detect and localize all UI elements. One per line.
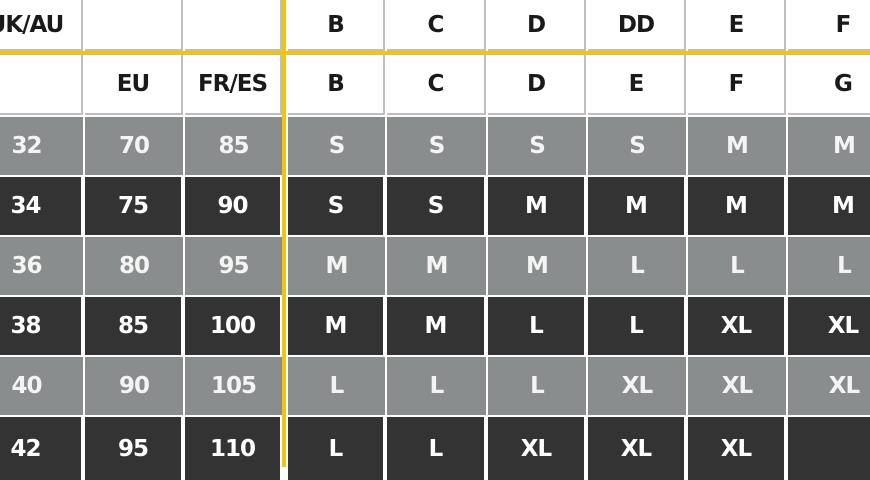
size-cell: L	[288, 417, 383, 480]
size-cell: 42	[0, 417, 81, 480]
header-cell	[185, 0, 282, 51]
header-cell: F	[688, 55, 786, 115]
size-cell: 34	[0, 177, 81, 235]
size-cell: 32	[0, 117, 83, 175]
size-cell: L	[488, 357, 586, 415]
header-cell: D	[488, 55, 586, 115]
size-cell: 90	[185, 177, 280, 235]
header-cell: C	[387, 0, 486, 51]
header-cell: E	[588, 55, 686, 115]
header-cell: B	[288, 55, 385, 115]
size-cell: XL	[688, 417, 784, 480]
size-cell: XL	[488, 417, 584, 480]
header-cell	[85, 0, 183, 51]
size-cell: S	[387, 177, 484, 235]
size-cell: M	[488, 237, 586, 295]
size-cell: M	[688, 117, 786, 175]
size-cell: L	[588, 237, 686, 295]
size-cell: M	[788, 117, 870, 175]
size-cell: L	[387, 417, 484, 480]
size-cell: 85	[185, 117, 282, 175]
header-cell: F	[788, 0, 870, 51]
size-cell: M	[387, 237, 486, 295]
header-cell: DD	[588, 0, 686, 51]
size-cell: 85	[85, 297, 181, 355]
size-cell: 36	[0, 237, 83, 295]
yellow-divider	[282, 0, 286, 467]
size-cell: 38	[0, 297, 81, 355]
header-cell: FR/ES	[185, 55, 282, 115]
header-cell: C	[387, 55, 486, 115]
header-cell	[0, 55, 83, 115]
size-cell: L	[788, 237, 870, 295]
header-cell: D	[488, 0, 586, 51]
size-cell: XL	[588, 357, 686, 415]
size-cell: M	[387, 297, 484, 355]
size-cell: 75	[85, 177, 181, 235]
size-cell: XL	[788, 357, 870, 415]
size-cell	[788, 417, 870, 480]
size-cell: S	[488, 117, 586, 175]
size-cell: 80	[85, 237, 183, 295]
size-cell: 70	[85, 117, 183, 175]
size-cell: XL	[788, 297, 870, 355]
size-cell: XL	[688, 357, 786, 415]
size-cell: L	[288, 357, 385, 415]
header-cell: G	[788, 55, 870, 115]
header-cell: B	[288, 0, 385, 51]
size-cell: M	[788, 177, 870, 235]
size-cell: XL	[688, 297, 784, 355]
size-cell: 105	[185, 357, 282, 415]
size-cell: M	[288, 297, 383, 355]
size-cell: 100	[185, 297, 280, 355]
size-cell: M	[288, 237, 385, 295]
size-cell: 95	[85, 417, 181, 480]
size-cell: S	[588, 117, 686, 175]
size-cell: 40	[0, 357, 83, 415]
size-cell: L	[387, 357, 486, 415]
size-cell: 95	[185, 237, 282, 295]
size-cell: M	[588, 177, 684, 235]
size-cell: 110	[185, 417, 280, 480]
size-cell: L	[588, 297, 684, 355]
header-cell: EU	[85, 55, 183, 115]
size-cell: S	[387, 117, 486, 175]
header-cell: UK/AU	[0, 0, 83, 51]
size-cell: 90	[85, 357, 183, 415]
size-cell: S	[288, 177, 383, 235]
yellow-divider	[0, 51, 870, 55]
size-cell: L	[688, 237, 786, 295]
size-cell: XL	[588, 417, 684, 480]
size-cell: M	[488, 177, 584, 235]
header-cell: E	[688, 0, 786, 51]
size-cell: L	[488, 297, 584, 355]
size-cell: M	[688, 177, 784, 235]
size-cell: S	[288, 117, 385, 175]
